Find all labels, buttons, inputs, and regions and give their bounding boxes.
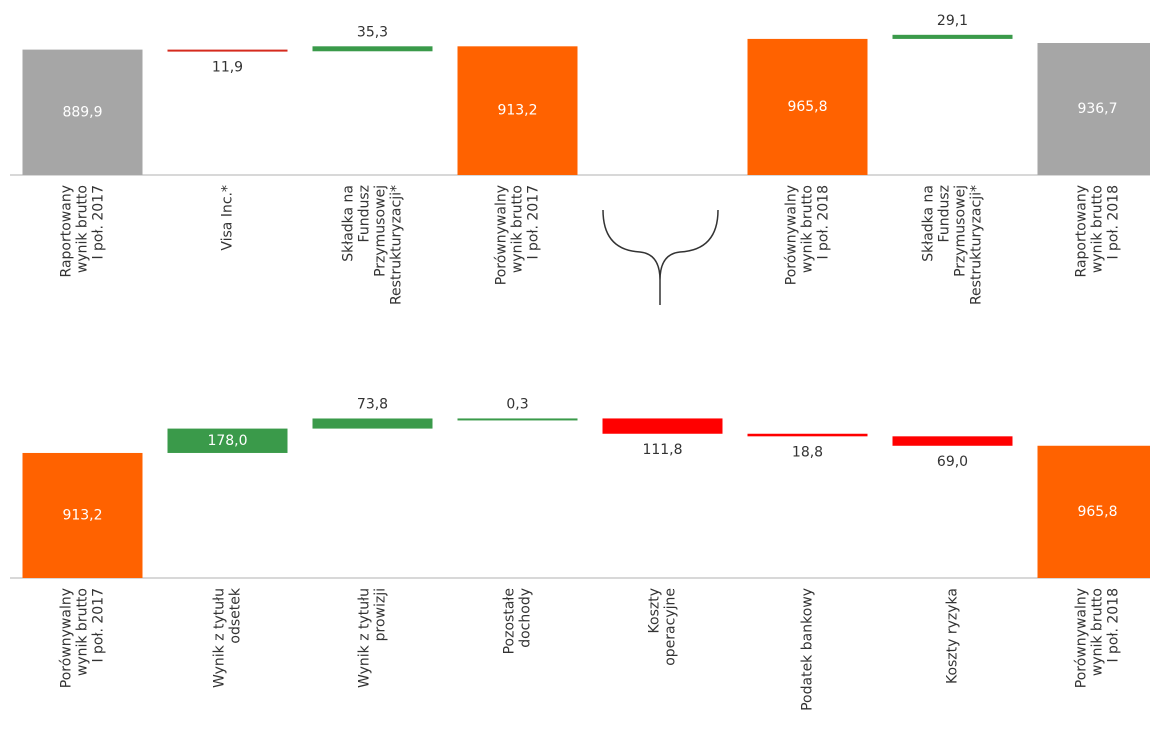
x-tick-label: Wynik z tytułuprowizji (357, 588, 389, 688)
bar (457, 46, 578, 175)
x-tick-label: Raportowanywynik bruttoI poł. 2017 (59, 185, 107, 277)
bar (747, 433, 868, 437)
x-tick-label: Porównywalnywynik bruttoI poł. 2018 (784, 185, 832, 285)
x-tick-label: Wynik z tytułuodsetek (212, 587, 244, 688)
bar (167, 49, 288, 52)
x-tick-label: Kosztyoperacyjne (647, 588, 679, 666)
value-label: 936,7 (1077, 101, 1117, 117)
value-label: 69,0 (937, 454, 968, 470)
bar (22, 49, 143, 176)
bar (167, 428, 288, 453)
value-label: 29,1 (937, 13, 968, 29)
x-tick-label: Podatek bankowy (800, 588, 816, 711)
value-label: 73,8 (357, 396, 388, 412)
bar (747, 38, 868, 175)
x-tick-label: Pozostałedochody (502, 588, 534, 654)
bar (312, 418, 433, 429)
x-tick-label: Koszty ryzyka (945, 588, 961, 684)
x-tick-label: Visa Inc.* (220, 185, 236, 251)
bar (312, 46, 433, 52)
value-label: 18,8 (792, 444, 823, 460)
bar (602, 418, 723, 434)
value-label: 11,9 (212, 59, 243, 75)
brace (602, 209, 719, 305)
value-label: 178,0 (207, 433, 247, 449)
x-tick-label: Porównywalnywynik bruttoI poł. 2017 (494, 185, 542, 285)
bar (892, 436, 1013, 446)
value-label: 111,8 (642, 442, 682, 458)
x-tick-label: Składka naFunduszPrzymusowejRestrukturyz… (921, 185, 985, 305)
value-label: 0,3 (506, 396, 528, 412)
bar (1037, 43, 1150, 176)
x-tick-label: Składka naFunduszPrzymusowejRestrukturyz… (341, 185, 405, 305)
value-label: 913,2 (497, 103, 537, 119)
value-label: 913,2 (62, 507, 102, 523)
value-label: 35,3 (357, 24, 388, 40)
x-tick-label: Raportowanywynik bruttoI poł. 2018 (1074, 185, 1122, 277)
value-label: 965,8 (1077, 504, 1117, 520)
x-tick-label: Porównywalnywynik bruttoI poł. 2018 (1074, 588, 1122, 688)
bar (22, 452, 143, 578)
bar (892, 34, 1013, 39)
bar (1037, 445, 1150, 578)
value-label: 889,9 (62, 104, 102, 120)
x-tick-label: Porównywalnywynik bruttoI poł. 2017 (59, 588, 107, 688)
bar (457, 418, 578, 421)
value-label: 965,8 (787, 99, 827, 115)
